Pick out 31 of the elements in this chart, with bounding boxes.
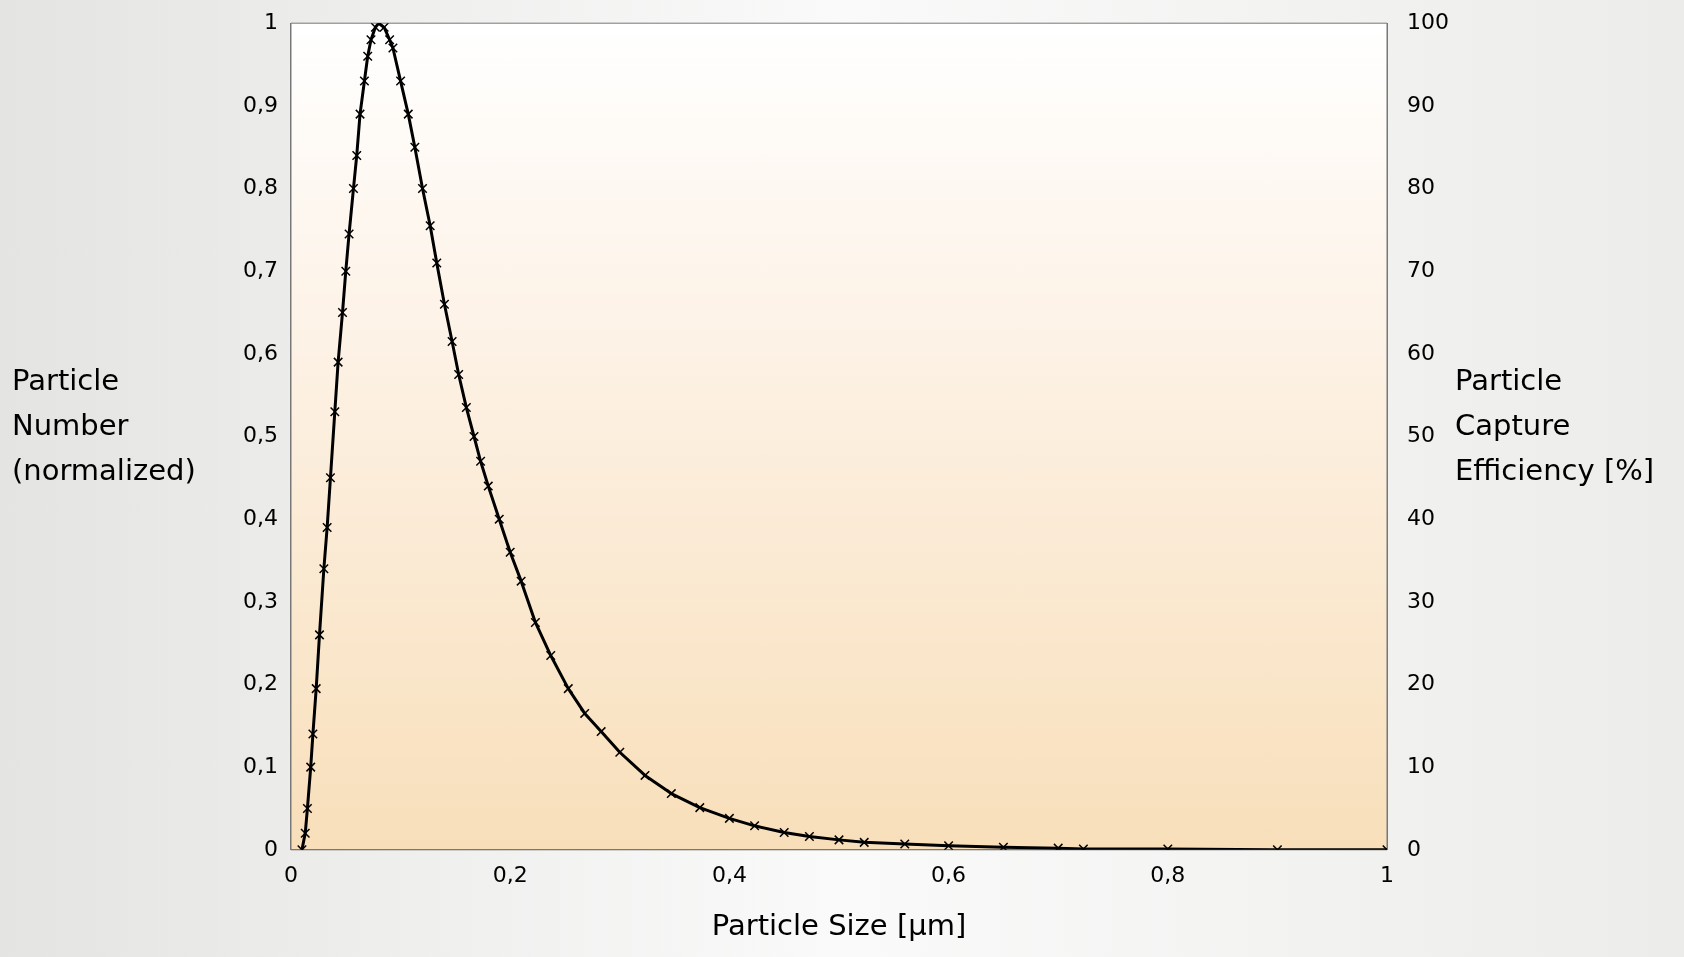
y2-tick-label: 40: [1407, 504, 1436, 530]
x-tick-label: 0,2: [492, 861, 528, 887]
y2-tick-label: 0: [1407, 835, 1422, 861]
y-tick-label: 0,8: [242, 174, 278, 200]
y-tick-label: 0,3: [242, 587, 278, 613]
y-tick-label: 0,9: [242, 91, 278, 117]
x-tick-label: 1: [1380, 861, 1395, 887]
y2-tick-label: 100: [1407, 8, 1450, 34]
y-tick-label: 0,2: [242, 670, 278, 696]
y-tick-label: 0,7: [242, 256, 278, 282]
y-tick-label: 1: [263, 8, 278, 34]
y2-tick-label: 80: [1407, 174, 1436, 200]
y-tick-label: 0: [263, 835, 278, 861]
x-axis-title: Particle Size [µm]: [711, 908, 967, 943]
y-tick-label: 0,1: [242, 752, 278, 778]
y2-tick-label: 50: [1407, 422, 1436, 448]
x-tick-label: 0,8: [1150, 861, 1186, 887]
x-tick-label: 0: [283, 861, 298, 887]
y2-tick-label: 30: [1407, 587, 1436, 613]
y-tick-label: 0,6: [242, 339, 278, 365]
y2-axis-title: Particle Capture Efficiency [%]: [1455, 362, 1656, 489]
y2-tick-label: 20: [1407, 670, 1436, 696]
y-axis-title: Particle Number (normalized): [12, 362, 197, 489]
y-tick-label: 0,4: [242, 504, 278, 530]
y2-tick-label: 90: [1407, 91, 1436, 117]
y2-tick-label: 70: [1407, 256, 1436, 282]
y2-tick-label: 10: [1407, 752, 1436, 778]
y2-tick-label: 60: [1407, 339, 1436, 365]
x-tick-label: 0,4: [711, 861, 747, 887]
y-tick-label: 0,5: [242, 422, 278, 448]
x-tick-label: 0,6: [931, 861, 967, 887]
